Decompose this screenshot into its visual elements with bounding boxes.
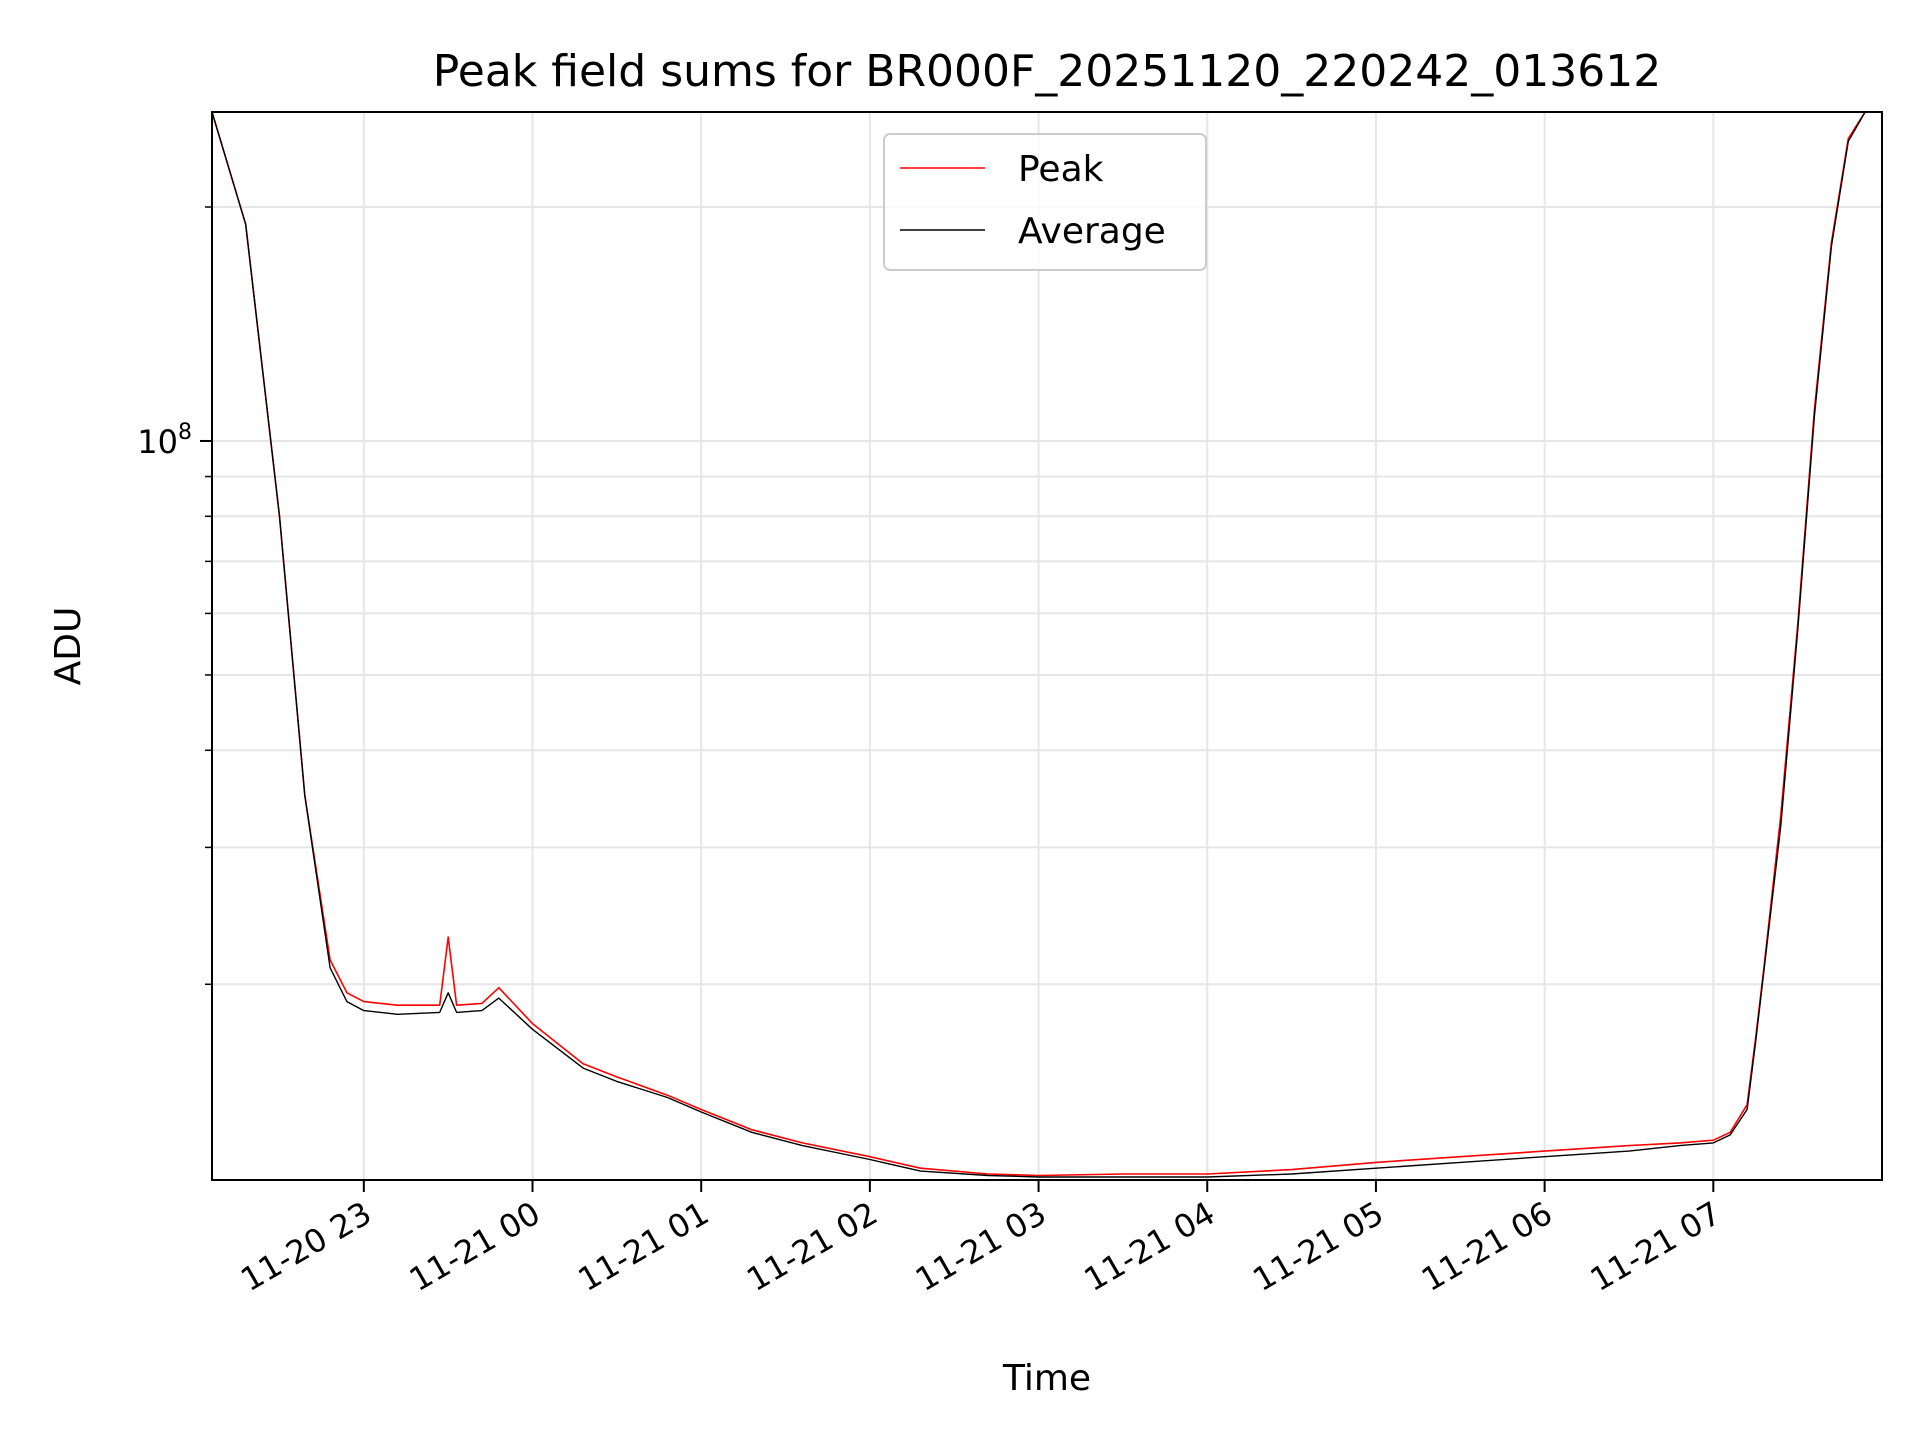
plot-area-frame	[211, 111, 1883, 1181]
chart-title: Peak field sums for BR000F_20251120_2202…	[433, 46, 1661, 97]
legend-label-average: Average	[1018, 211, 1166, 252]
grid-lines	[212, 112, 1882, 1180]
legend: Peak Average	[883, 133, 1207, 271]
y-tick-label: 108	[137, 420, 192, 461]
y-axis-label: ADU	[48, 607, 89, 686]
series-line-average	[212, 112, 1882, 1178]
legend-label-peak: Peak	[1018, 149, 1104, 190]
data-series	[212, 112, 1882, 1178]
x-axis-label: Time	[1002, 1358, 1091, 1399]
